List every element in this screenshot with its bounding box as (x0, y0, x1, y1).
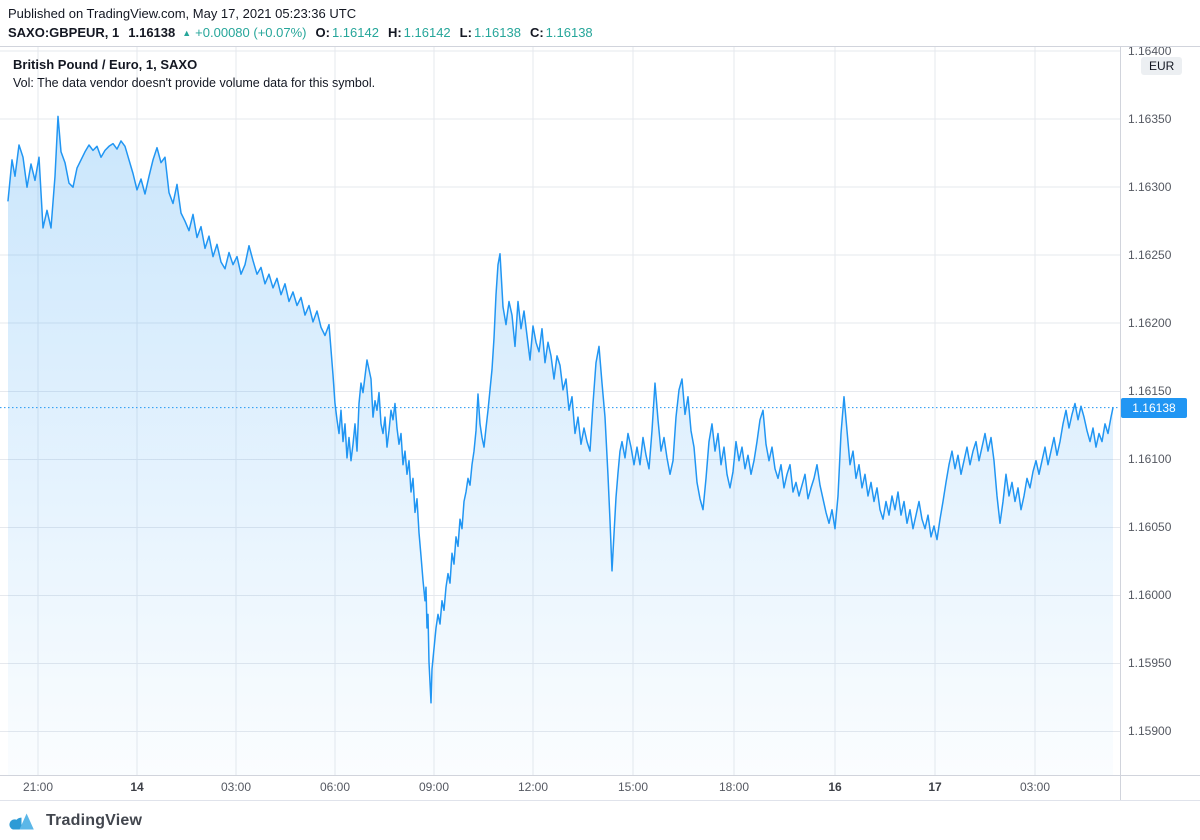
last-price-value: 1.16138 (128, 25, 176, 40)
area-fill (8, 116, 1113, 775)
high-label: H: (387, 25, 402, 40)
price-axis[interactable]: EUR 1.16138 1.16400 1.16350 1.16300 1.16250… (1120, 47, 1200, 800)
footer-separator (0, 800, 1200, 801)
footer: TradingView (0, 801, 1200, 840)
up-arrow-icon: ▲ (182, 28, 192, 38)
time-axis-label: 06:00 (319, 780, 351, 794)
price-axis-label: 1.16350 (1128, 112, 1172, 126)
volume-notice: Vol: The data vendor doesn't provide vol… (13, 76, 376, 90)
symbol-name: SAXO:GBPEUR, 1 (8, 25, 120, 40)
price-axis-label: 1.16100 (1128, 452, 1172, 466)
tradingview-logo-icon[interactable] (8, 810, 38, 832)
time-axis-label: 14 (130, 780, 144, 794)
currency-badge: EUR (1141, 57, 1183, 75)
price-axis-label: 1.16300 (1128, 180, 1172, 194)
high-value: 1.16142 (403, 25, 451, 40)
time-axis-label: 17 (928, 780, 942, 794)
time-axis-label: 03:00 (1019, 780, 1051, 794)
low-label: L: (459, 25, 472, 40)
last-price-badge: 1.16138 (1121, 398, 1187, 418)
price-axis-label: 1.16400 (1128, 47, 1172, 58)
chart-title: British Pound / Euro, 1, SAXO (13, 57, 198, 72)
open-value: 1.16142 (331, 25, 379, 40)
price-axis-label: 1.16000 (1128, 588, 1172, 602)
price-line-series (7, 115, 1114, 704)
price-axis-label: 1.15900 (1128, 724, 1172, 738)
tradingview-wordmark[interactable]: TradingView (46, 811, 143, 829)
price-chart-canvas[interactable] (0, 47, 1120, 775)
open-label: O: (315, 25, 330, 40)
price-axis-label: 1.16250 (1128, 248, 1172, 262)
time-axis-label: 16 (828, 780, 842, 794)
time-axis-label: 12:00 (517, 780, 549, 794)
time-axis-label: 18:00 (718, 780, 750, 794)
time-axis[interactable]: 21:00 14 03:00 06:00 09:00 12:00 15:00 18:00 16 1… (0, 775, 1120, 800)
close-value: 1.16138 (545, 25, 593, 40)
chart-legend: British Pound / Euro, 1, SAXO Vol: The d… (13, 57, 375, 90)
close-label: C: (529, 25, 544, 40)
price-axis-label: 1.15950 (1128, 656, 1172, 670)
price-axis-separator (1120, 47, 1121, 800)
price-change: +0.00080 (+0.07%) (195, 25, 307, 40)
time-axis-label: 09:00 (418, 780, 450, 794)
publish-timestamp: Published on TradingView.com, May 17, 20… (8, 6, 357, 21)
price-axis-label: 1.16150 (1128, 384, 1172, 398)
pane-top-border (0, 46, 1200, 47)
symbol-info-row: SAXO:GBPEUR, 1 1.16138 ▲ +0.00080 (+0.07… (8, 25, 593, 40)
time-axis-label: 15:00 (617, 780, 649, 794)
price-axis-label: 1.16050 (1128, 520, 1172, 534)
time-axis-label: 03:00 (220, 780, 252, 794)
low-value: 1.16138 (473, 25, 521, 40)
time-axis-separator (0, 775, 1200, 776)
price-axis-label: 1.16200 (1128, 316, 1172, 330)
time-axis-label: 21:00 (22, 780, 54, 794)
